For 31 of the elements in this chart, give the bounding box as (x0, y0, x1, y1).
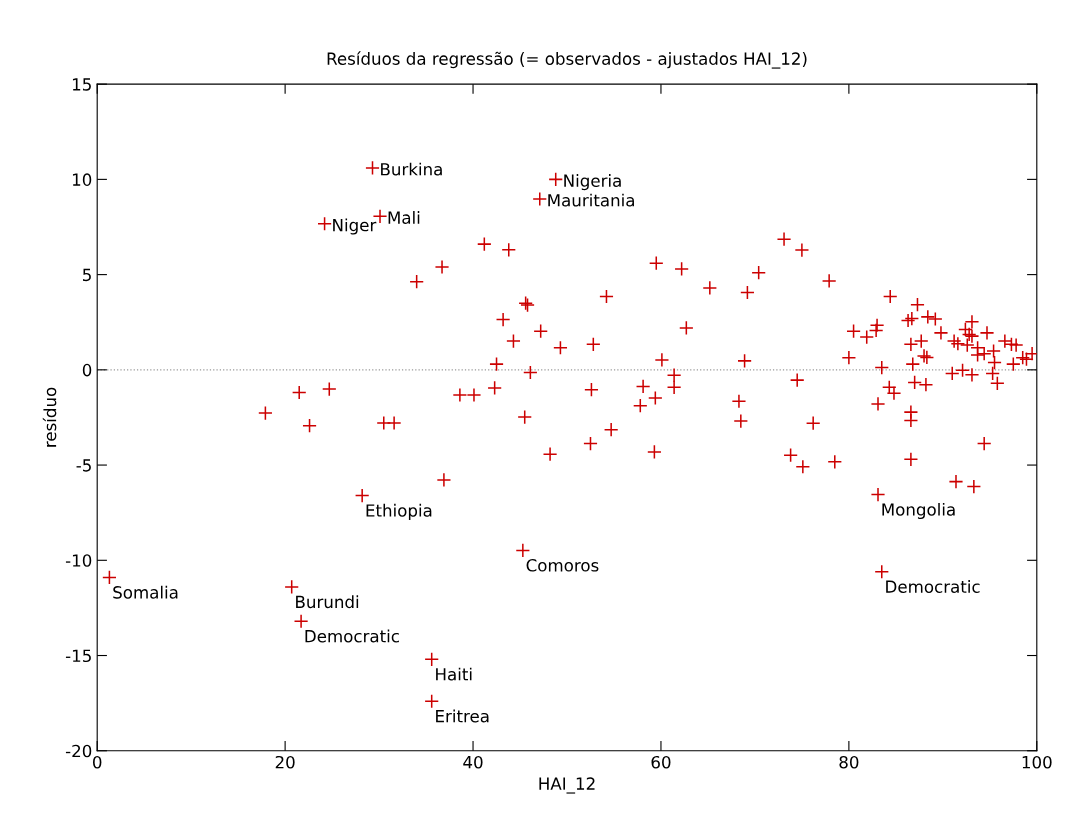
y-tick-label: -15 (65, 649, 91, 663)
annotation: Somalia (113, 585, 178, 599)
annotation: Burundi (296, 595, 359, 609)
x-tick-label: 0 (93, 755, 102, 769)
y-tick-label: 10 (72, 173, 92, 186)
annotation: Nigeria (564, 174, 621, 191)
annotation: Democratic (305, 629, 399, 643)
annotation: Mongolia (882, 502, 955, 520)
y-tick-label: -5 (76, 459, 91, 472)
y-tick-label: -20 (65, 744, 92, 758)
annotation: Niger (333, 218, 377, 235)
annotation: Haiti (436, 667, 472, 681)
y-tick-label: 15 (72, 78, 91, 91)
annotation: Ethiopia (366, 503, 432, 520)
x-axis-title: HAI_12 (539, 777, 595, 794)
x-tick-label: 100 (1022, 755, 1052, 769)
y-tick-label: -10 (65, 554, 92, 567)
annotation: Comoros (526, 559, 599, 572)
x-tick-label: 20 (275, 755, 295, 769)
chart-title: Resíduos da regressão (= observados - ajustados HAI_12) (327, 51, 807, 69)
annotation: Mauritania (548, 193, 634, 207)
annotation: Burkina (381, 162, 442, 176)
y-axis-title: resíduo (42, 387, 57, 447)
annotation: Mali (388, 211, 420, 224)
annotation: Democratic (886, 580, 980, 593)
x-tick-label: 80 (839, 755, 859, 769)
y-tick-label: 0 (82, 363, 92, 377)
x-tick-label: 60 (651, 755, 671, 769)
annotation: Eritrea (436, 709, 489, 723)
x-tick-label: 40 (463, 755, 483, 769)
y-tick-label: 5 (83, 268, 91, 282)
